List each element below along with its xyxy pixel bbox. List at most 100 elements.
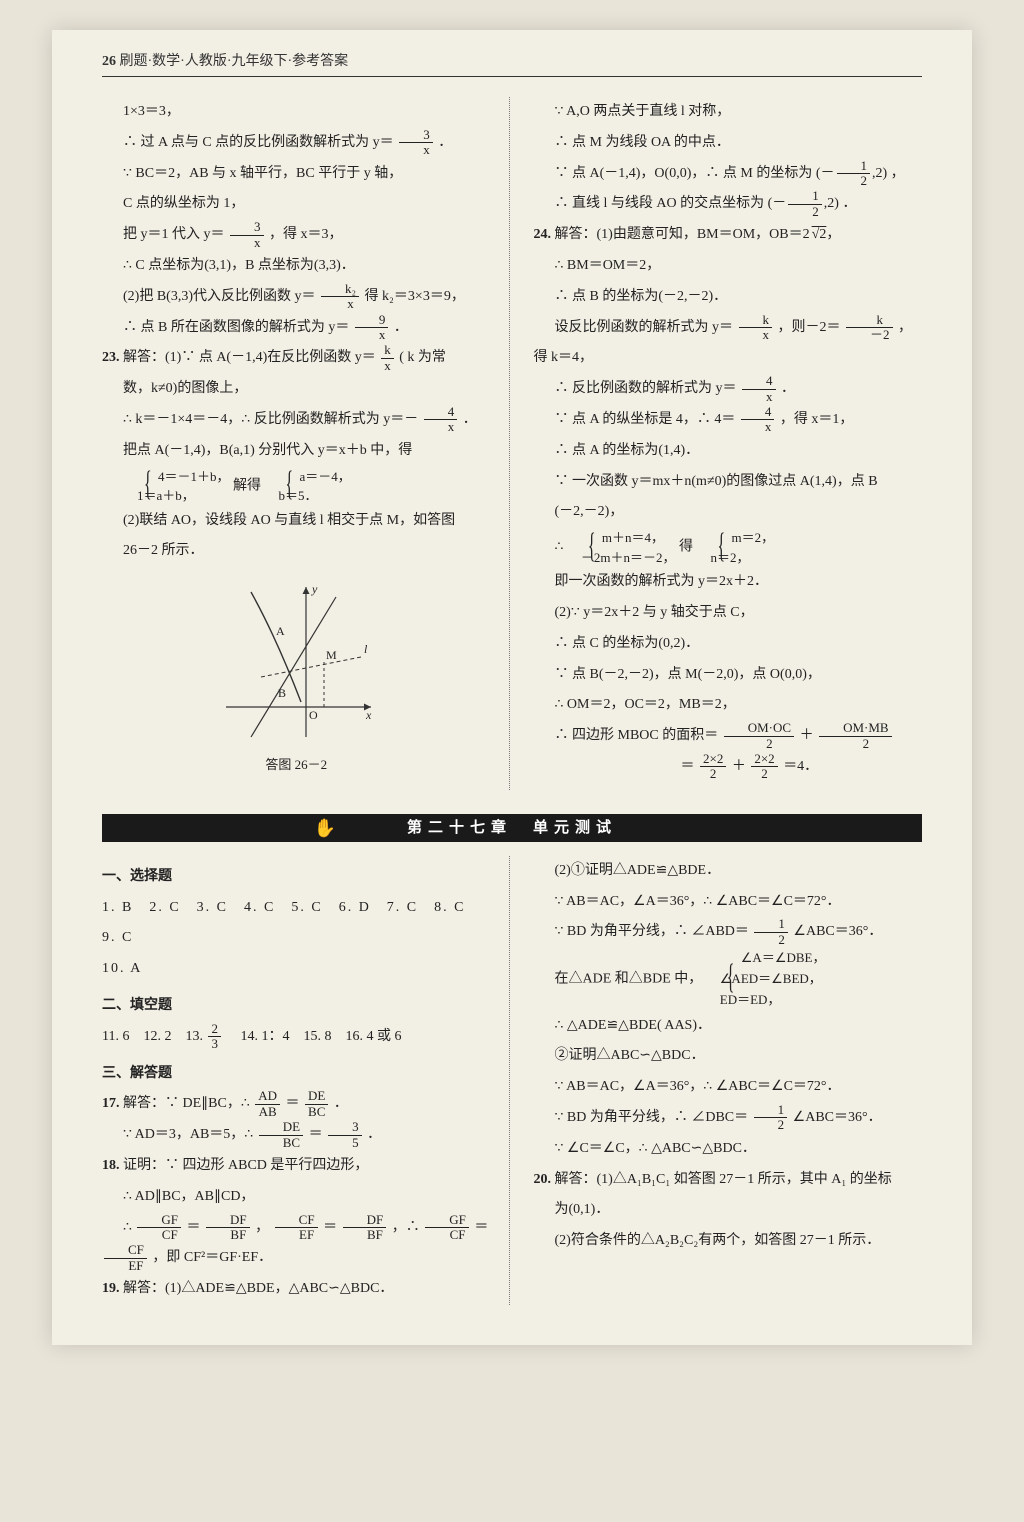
chapter-banner: ✋ 第二十七章 单元测试 [102,814,922,842]
fraction: 12 [754,917,788,947]
text-line: ∵ 点 A(－1,4)，O(0,0)，∴ 点 M 的坐标为 (－12,2) ， [534,159,923,190]
brace-left: 4＝－1＋b， 1＝a＋b， [123,467,230,506]
fraction: 2×22 [751,752,777,782]
text-line: ∵ BD 为角平分线，∴ ∠DBC＝ 12 ∠ABC＝36°． [534,1103,923,1134]
text-line: ∵ AB＝AC，∠A＝36°，∴ ∠ABC＝∠C＝72°． [534,887,923,918]
section-title: 三、解答题 [102,1059,491,1090]
fraction: DFBF [343,1213,387,1243]
section-title: 二、填空题 [102,991,491,1022]
svg-text:y: y [311,582,318,596]
left-column-lower: 一、选择题 1. B 2. C 3. C 4. C 5. C 6. D 7. C… [102,856,510,1305]
question-number: 19. [102,1281,120,1296]
text-line: ∵ 点 A 的纵坐标是 4，∴ 4＝ 4x ，得 x＝1， [534,405,923,436]
text-line: 26－2 所示． [102,536,491,567]
left-column-upper: 1×3＝3， ∴ 过 A 点与 C 点的反比例函数解析式为 y＝ 3x ． ∵ … [102,97,510,790]
question-23: 23. 解答：(1)∵ 点 A(－1,4)在反比例函数 y＝ kx ( k 为常 [102,343,491,374]
question-number: 18. [102,1158,120,1173]
text-line: (2)把 B(3,3)代入反比例函数 y＝ k₂x 得 k₂＝3×3＝9， [102,282,491,313]
fraction: DFBF [206,1213,250,1243]
fraction: 23 [208,1022,221,1052]
section-title: 一、选择题 [102,862,491,893]
text-line: ∵ 一次函数 y＝mx＋n(m≠0)的图像过点 A(1,4)，点 B [534,467,923,498]
mc-answers-row: 1. B 2. C 3. C 4. C 5. C 6. D 7. C 8. C … [102,893,491,955]
question-number: 17. [102,1096,120,1111]
text-line: 数，k≠0)的图像上， [102,374,491,405]
figure-caption: 答图 26－2 [102,751,491,780]
paren-coord: (－12,2) [816,166,887,181]
equation-system: 在△ADE 和△BDE 中， ∠A＝∠DBE， ∠AED＝∠BED， ED＝ED… [534,948,923,1010]
text-line: ∴ k＝－1×4＝－4，∴ 反比例函数解析式为 y＝－ 4x ． [102,405,491,436]
text-line: (2)联结 AO，设线段 AO 与直线 l 相交于点 M，如答图 [102,506,491,537]
brace-right: a＝－4， b＝5． [265,467,351,506]
paren-coord: (－12,2) [768,196,839,211]
fraction: kx [739,313,773,343]
fraction: 9x [355,313,389,343]
text-line: ∵ AD＝3，AB＝5，∴ DEBC ＝ 35 ． [102,1120,491,1151]
fraction: DEBC [259,1120,303,1150]
brace-right: m＝2， n＝2， [697,528,775,567]
sqrt: 2 [810,227,827,242]
text-line: ∴ C 点坐标为(3,1)，B 点坐标为(3,3)． [102,251,491,282]
text-line: (2)∵ y＝2x＋2 与 y 轴交于点 C， [534,598,923,629]
fraction: 2×22 [700,752,726,782]
text-line: ∴ △ADE≌△BDE( AAS)． [534,1011,923,1042]
equation-system: 4＝－1＋b， 1＝a＋b， 解得 a＝－4， b＝5． [102,467,491,506]
question-24: 24. 解答：(1)由题意可知，BM＝OM，OB＝22， [534,220,923,251]
header-title: 刷题·数学·人教版·九年级下·参考答案 [120,54,349,69]
mc-answers-row: 10. A [102,954,491,985]
text-line: ∴ 四边形 MBOC 的面积＝ OM·OC2 ＋ OM·MB2 [534,721,923,752]
text-line: ∵ AB＝AC，∠A＝36°，∴ ∠ABC＝∠C＝72°． [534,1072,923,1103]
text-line: ∵ 点 B(－2,－2)，点 M(－2,0)，点 O(0,0)， [534,660,923,691]
text-line: (2)①证明△ADE≌△BDE． [534,856,923,887]
fraction: 3x [399,128,433,158]
text-line: ∴ AD∥BC，AB∥CD， [102,1182,491,1213]
fraction: GFCF [137,1213,181,1243]
text-line: ∴ GFCF ＝ DFBF ， CFEF ＝ DFBF ，∴ GFCF ＝ CF… [102,1213,491,1275]
brace-left: m＋n＝4， －2m＋n＝－2， [567,528,676,567]
text-line: 设反比例函数的解析式为 y＝ kx ，则－2＝ k－2 ，得 k＝4， [534,313,923,375]
text-line: ∵ BC＝2，AB 与 x 轴平行，BC 平行于 y 轴， [102,159,491,190]
fraction: OM·OC2 [724,721,794,751]
fraction: 12 [754,1103,788,1133]
right-column-lower: (2)①证明△ADE≌△BDE． ∵ AB＝AC，∠A＝36°，∴ ∠ABC＝∠… [530,856,923,1305]
text-line: ∴ 点 B 所在函数图像的解析式为 y＝ 9x ． [102,313,491,344]
fraction: 4x [742,374,776,404]
text-line: C 点的纵坐标为 1， [102,189,491,220]
upper-columns: 1×3＝3， ∴ 过 A 点与 C 点的反比例函数解析式为 y＝ 3x ． ∵ … [102,97,922,790]
text-line: ∴ 点 B 的坐标为(－2,－2)． [534,282,923,313]
banner-text: 第二十七章 单元测试 [407,819,617,836]
question-18: 18. 证明：∵ 四边形 ABCD 是平行四边形， [102,1151,491,1182]
svg-text:O: O [309,708,318,722]
page-header: 26 刷题·数学·人教版·九年级下·参考答案 [102,50,922,77]
fill-answers: 11. 6 12. 2 13. 23 14. 1：4 15. 8 16. 4 或… [102,1022,491,1053]
svg-text:x: x [365,708,372,722]
svg-text:l: l [364,642,368,656]
text-line: ②证明△ABC∽△BDC． [534,1041,923,1072]
fraction: k₂x [321,282,359,312]
question-number: 23. [102,350,120,365]
question-number: 20. [534,1172,552,1187]
fraction: ADAB [255,1089,280,1119]
fraction: DEBC [305,1089,328,1119]
text-line: ∵ ∠C＝∠C，∴ △ABC∽△BDC． [534,1134,923,1165]
fraction: 12 [788,189,822,219]
fraction: CFEF [104,1243,147,1273]
text-line: 1×3＝3， [102,97,491,128]
svg-text:A: A [276,624,285,638]
equation-system: ∴ m＋n＝4， －2m＋n＝－2， 得 m＝2， n＝2， [534,528,923,567]
svg-text:M: M [326,648,337,662]
fraction: k－2 [846,313,893,343]
fraction: 4x [424,405,458,435]
text-line: ∴ 点 A 的坐标为(1,4)． [534,436,923,467]
brace-block-3: ∠A＝∠DBE， ∠AED＝∠BED， ED＝ED， [706,948,826,1010]
fraction: 3x [230,220,264,250]
fraction: 12 [837,159,871,189]
graph-svg: A B M l O x y [206,577,386,747]
fraction: 35 [328,1120,362,1150]
page: 26 刷题·数学·人教版·九年级下·参考答案 1×3＝3， ∴ 过 A 点与 C… [52,30,972,1345]
hand-icon: ✋ [312,814,338,842]
text-line: 把 y＝1 代入 y＝ 3x ，得 x＝3， [102,220,491,251]
question-19: 19. 解答：(1)△ADE≌△BDE，△ABC∽△BDC． [102,1274,491,1305]
fraction: OM·MB2 [819,721,892,751]
fraction: 4x [741,405,775,435]
